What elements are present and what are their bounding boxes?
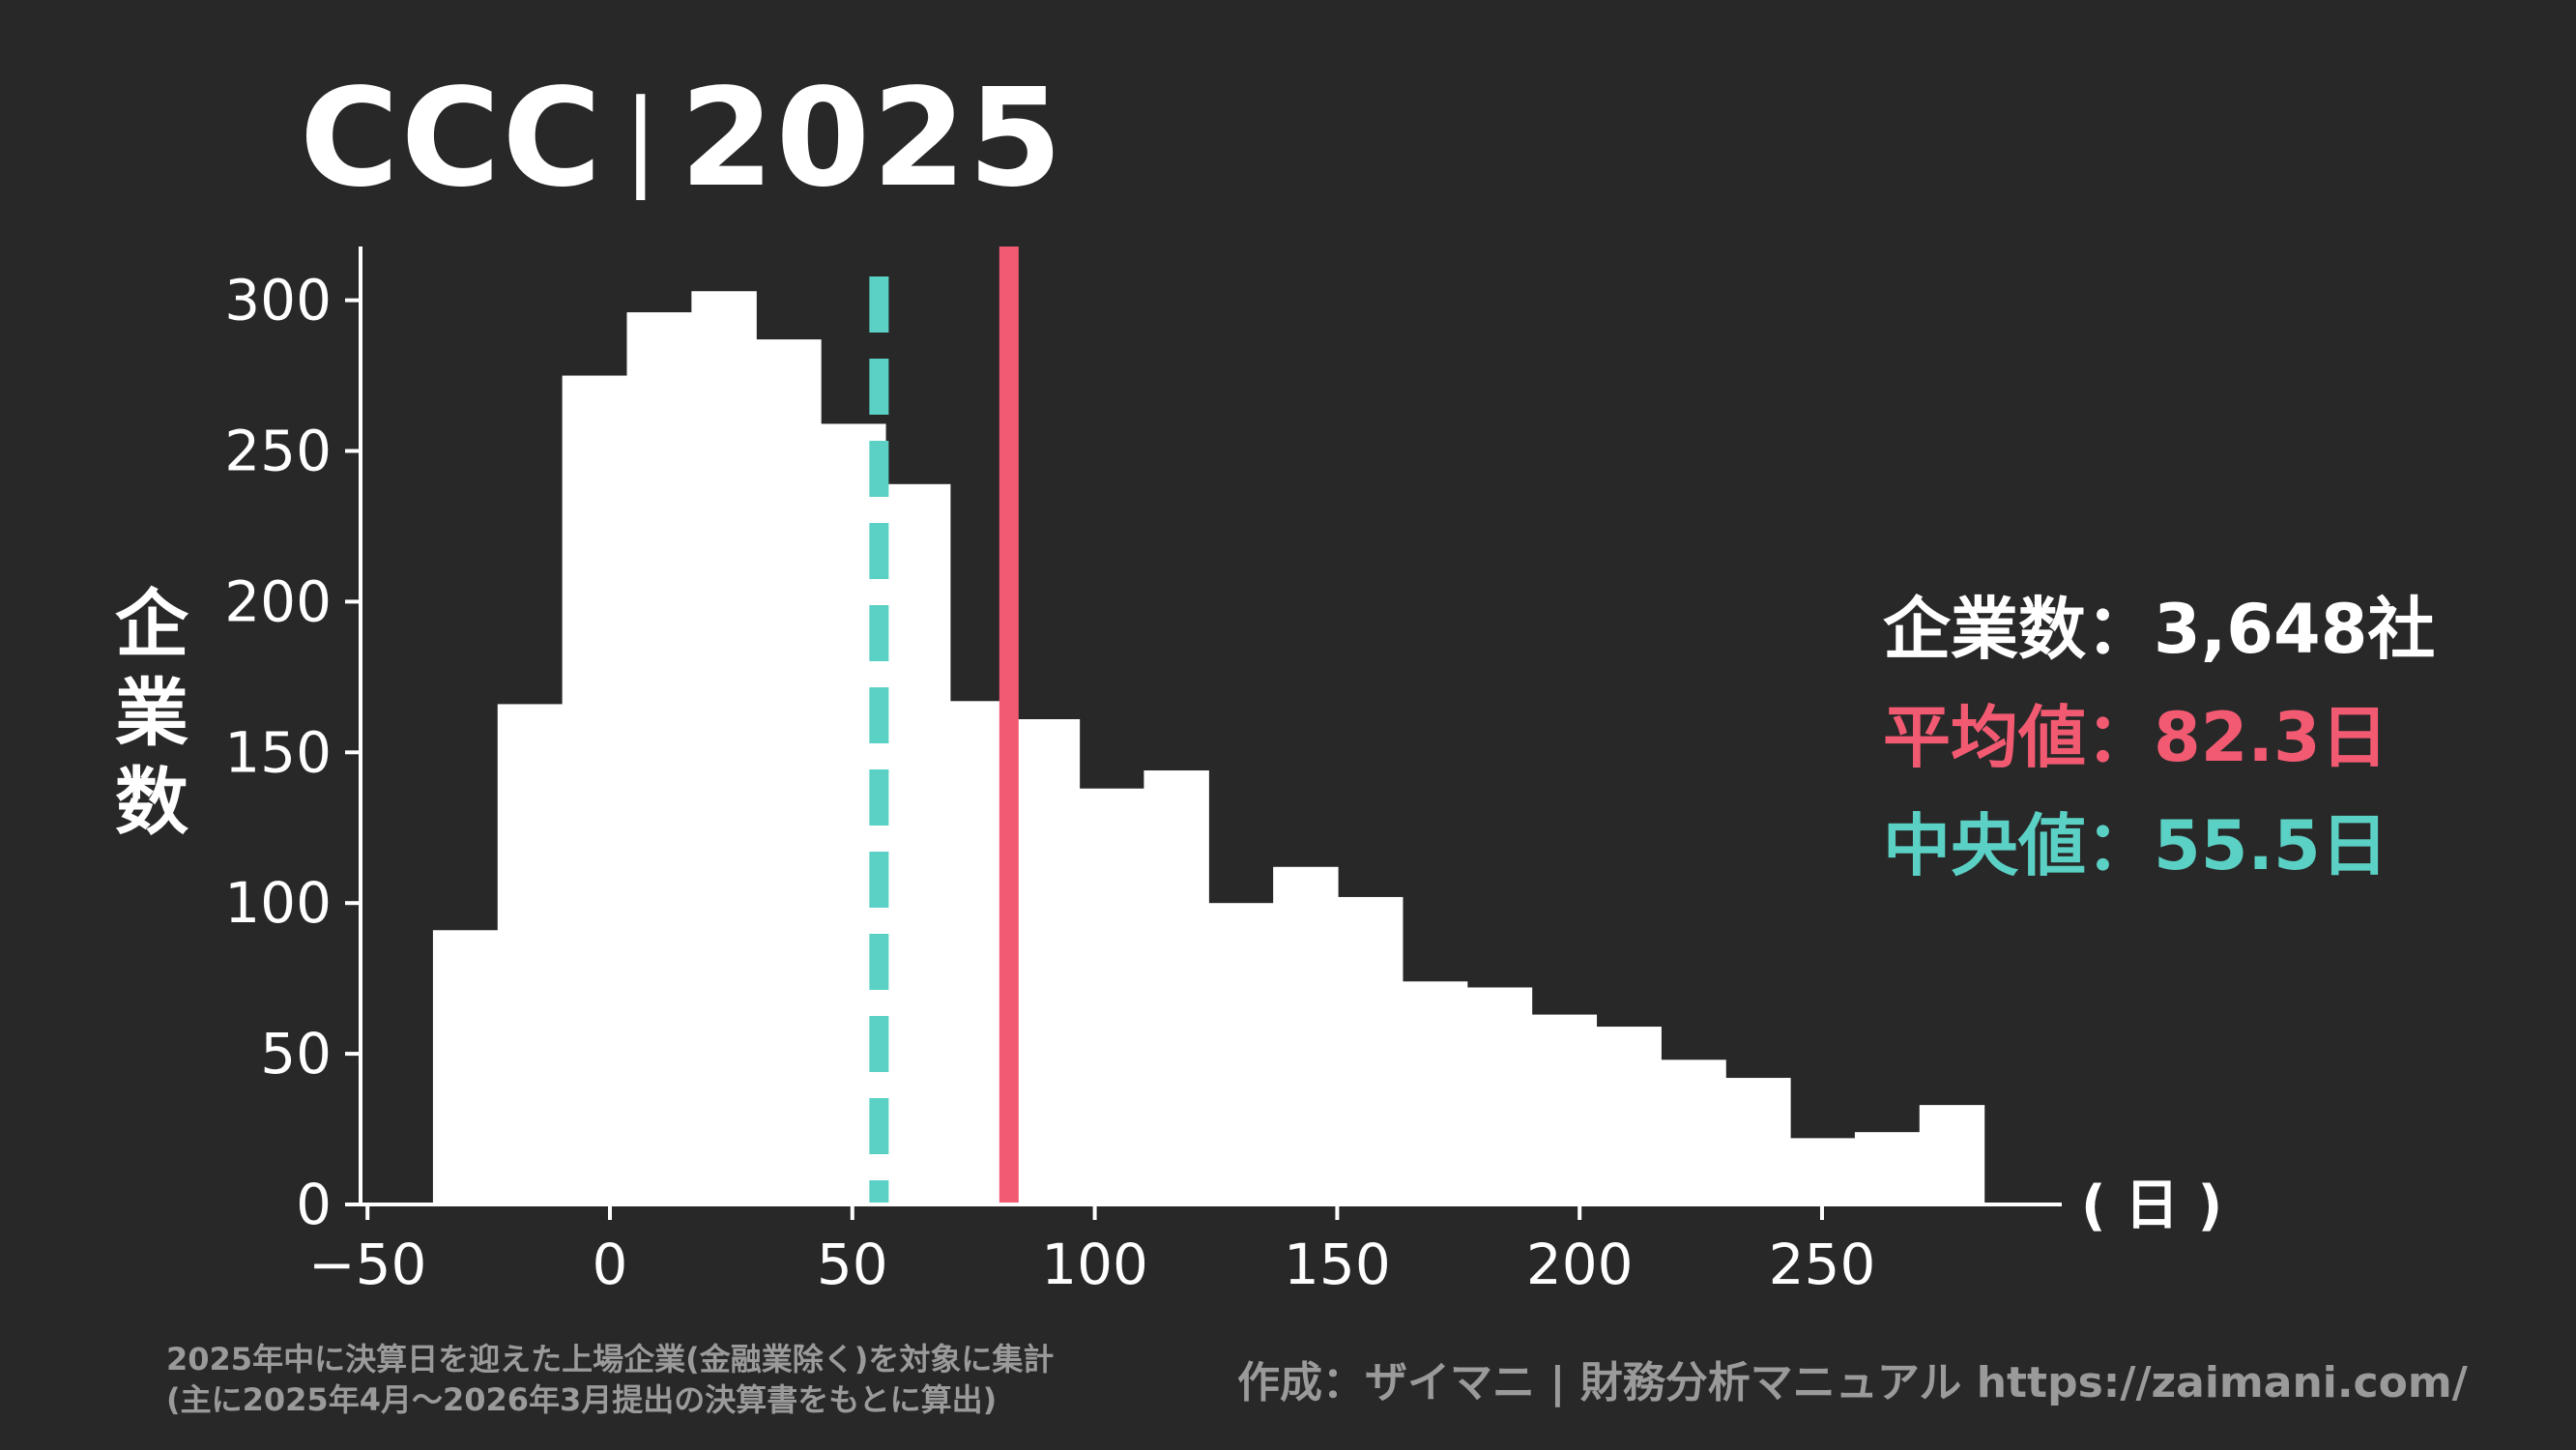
- x-tick-label: 250: [1769, 1232, 1876, 1297]
- title-separator: |: [622, 76, 661, 200]
- histogram-bar: [497, 704, 564, 1204]
- histogram-bar: [1854, 1132, 1921, 1204]
- median-label: 中央値：: [1883, 806, 2154, 885]
- x-tick-label: 0: [593, 1232, 628, 1297]
- y-axis-label-char: 企: [115, 581, 188, 667]
- x-tick-label: 50: [817, 1232, 888, 1297]
- y-tick-label: 250: [224, 419, 332, 484]
- x-axis-label: ( 日 ): [2081, 1174, 2222, 1237]
- stat-lines-layer: [869, 246, 1019, 1204]
- credit-text: 作成：ザイマニ | 財務分析マニュアル https://zaimani.com/: [1237, 1358, 2468, 1407]
- y-tick-label: 0: [296, 1172, 332, 1237]
- y-axis-label-char: 数: [115, 759, 188, 845]
- footnote: 2025年中に決算日を迎えた上場企業(金融業除く)を対象に集計 (主に2025年…: [166, 1339, 1054, 1420]
- y-tick-label: 300: [224, 268, 332, 334]
- stats-companies-row: 企業数：3,648社: [1883, 575, 2435, 683]
- histogram-bar: [884, 483, 951, 1204]
- x-tick-label: −50: [308, 1232, 426, 1297]
- chart-title: CCC | 2025: [300, 60, 1064, 218]
- y-tick-label: 150: [224, 719, 332, 785]
- histogram-bar: [1596, 1027, 1662, 1204]
- histogram-bar: [626, 312, 692, 1204]
- footnote-line-2: (主に2025年4月～2026年3月提出の決算書をもとに算出): [166, 1381, 998, 1418]
- stats-median-row: 中央値：55.5日: [1883, 792, 2435, 900]
- stats-panel: 企業数：3,648社 平均値：82.3日 中央値：55.5日: [1883, 575, 2435, 900]
- histogram-bar: [1402, 981, 1468, 1204]
- title-metric: CCC: [300, 60, 604, 218]
- histogram-bar: [1143, 770, 1209, 1204]
- companies-value: 3,648社: [2154, 590, 2436, 669]
- y-axis-label-char: 業: [115, 670, 188, 756]
- histogram-bar: [1531, 1014, 1598, 1204]
- histogram-bar: [562, 375, 628, 1204]
- mean-label: 平均値：: [1883, 698, 2154, 777]
- y-axis-label: 企 業 数: [108, 580, 195, 847]
- histogram-bar: [1338, 896, 1404, 1204]
- y-tick-label: 200: [224, 568, 332, 634]
- histogram-bar: [1725, 1078, 1791, 1204]
- histogram-bar: [756, 339, 822, 1204]
- histogram-bar: [1790, 1138, 1856, 1204]
- companies-label: 企業数：: [1883, 590, 2154, 669]
- histogram-bar: [1014, 719, 1081, 1204]
- histogram-bar: [691, 291, 757, 1204]
- median-value: 55.5日: [2154, 806, 2388, 885]
- histogram-bar: [1208, 903, 1274, 1204]
- x-tick-label: 200: [1526, 1232, 1634, 1297]
- histogram-bar: [1919, 1105, 1985, 1204]
- stats-mean-row: 平均値：82.3日: [1883, 683, 2435, 792]
- bars-layer: [432, 291, 1985, 1204]
- x-tick-label: 150: [1284, 1232, 1391, 1297]
- y-tick-label: 100: [224, 870, 332, 936]
- histogram-bar: [1079, 788, 1145, 1204]
- histogram-bar: [432, 930, 499, 1204]
- mean-value: 82.3日: [2154, 698, 2388, 777]
- histogram-bar: [1273, 866, 1339, 1204]
- y-tick-label: 50: [260, 1021, 332, 1087]
- histogram-bar: [1466, 987, 1533, 1204]
- title-year: 2025: [680, 60, 1064, 218]
- footnote-line-1: 2025年中に決算日を迎えた上場企業(金融業除く)を対象に集計: [166, 1341, 1055, 1378]
- histogram-bar: [1661, 1059, 1726, 1204]
- x-tick-label: 100: [1041, 1232, 1148, 1297]
